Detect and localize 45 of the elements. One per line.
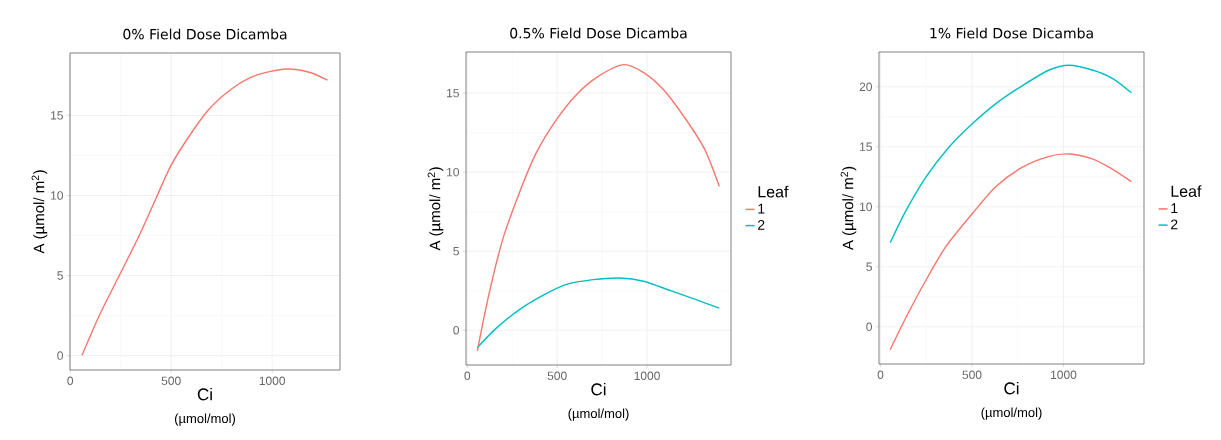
x-axis-title: Ci (591, 382, 606, 396)
y-tick-label: 15 (447, 88, 459, 98)
x-tick-label: 0 (67, 376, 74, 386)
y-tick-label: 5 (453, 247, 459, 256)
x-tick-label: 500 (547, 371, 567, 381)
line-series (889, 64, 1133, 244)
y-tick-label: 5 (866, 262, 872, 271)
y-tick-label: 0 (453, 325, 460, 335)
text: (µmol/mol) (174, 413, 236, 426)
legend-title: Leaf (758, 185, 789, 198)
text: (µmol/mol) (568, 408, 629, 421)
y-tick-label: 20 (859, 82, 873, 92)
y-tick-label: 10 (447, 167, 460, 177)
y-axis-title: A (µmol/ m$^{2}$) (840, 166, 857, 251)
x-axis-title: Ci (1004, 381, 1019, 395)
chart-title: 0% Field Dose Dicamba (123, 28, 287, 40)
legend-title: Leaf (1171, 185, 1202, 197)
legend-label: 2 (758, 219, 765, 230)
chart-title: 1% Field Dose Dicamba (930, 27, 1093, 39)
legend-label: 2 (1171, 219, 1178, 230)
y-tick-label: 15 (51, 111, 63, 120)
y-tick-label: 10 (51, 191, 64, 200)
legend-label: 1 (758, 203, 765, 214)
y-axis-title: A (µmol/ m$^{2}$) (31, 170, 48, 254)
y-tick-label: 0 (866, 322, 873, 332)
x-tick-label: 500 (962, 370, 982, 380)
x-tick-label: 0 (877, 370, 884, 380)
line-series (476, 277, 721, 349)
x-tick-label: 1000 (1051, 370, 1077, 380)
line-series (81, 68, 329, 357)
y-tick-label: 15 (860, 142, 872, 151)
y-tick-label: 5 (57, 271, 63, 280)
line-series (889, 153, 1133, 351)
chart-title: 0.5% Field Dose Dicamba (510, 27, 687, 39)
text: (µmol/mol) (981, 407, 1042, 420)
y-tick-label: 0 (57, 351, 64, 360)
x-tick-label: 1000 (634, 371, 660, 381)
legend-label: 1 (1171, 203, 1178, 213)
line-series (476, 63, 721, 352)
x-axis-title: Ci (197, 387, 212, 401)
y-tick-label: 10 (860, 202, 873, 212)
x-tick-label: 0 (464, 371, 471, 381)
y-axis-title: A (µmol/ m$^{2}$) (427, 167, 444, 251)
x-tick-label: 1000 (259, 376, 286, 386)
x-tick-label: 500 (161, 376, 181, 386)
